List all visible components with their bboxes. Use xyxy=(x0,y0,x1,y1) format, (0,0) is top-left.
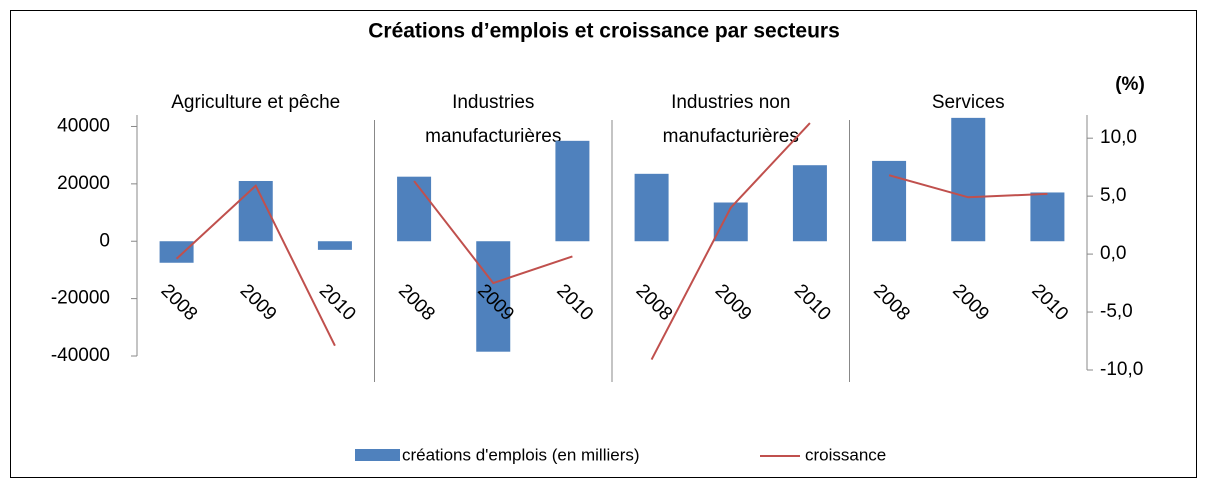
bar xyxy=(634,173,669,242)
bar xyxy=(397,176,432,242)
y2-tick-label: 0,0 xyxy=(1100,243,1126,264)
legend-swatch-bars xyxy=(355,449,400,461)
bar xyxy=(238,180,273,242)
growth-line xyxy=(650,122,811,361)
y-tick-label: -40000 xyxy=(51,345,110,366)
bar xyxy=(317,241,352,250)
group-label: manufacturières xyxy=(663,126,799,147)
chart-title: Créations d’emplois et croissance par se… xyxy=(368,20,840,43)
y2-tick-label: 5,0 xyxy=(1100,185,1126,206)
bar xyxy=(159,241,194,263)
y2-tick-label: 10,0 xyxy=(1100,127,1137,148)
y-tick-label: 40000 xyxy=(57,115,110,136)
group-label: Industries non xyxy=(671,92,790,113)
legend-label: croissance xyxy=(805,445,886,464)
bar xyxy=(555,140,590,242)
growth-line xyxy=(413,180,573,285)
chart-border xyxy=(10,10,1197,478)
y2-tick-label: -5,0 xyxy=(1100,301,1133,322)
y-tick-label: 20000 xyxy=(57,173,110,194)
growth-line xyxy=(888,174,1048,199)
growth-line xyxy=(175,184,336,347)
bar xyxy=(951,117,986,242)
group-label: Services xyxy=(932,92,1005,113)
bar xyxy=(872,160,907,242)
y-tick-label: -20000 xyxy=(51,288,110,309)
group-label: Agriculture et pêche xyxy=(171,92,340,113)
y2-axis-label: (%) xyxy=(1115,74,1145,95)
legend-label: créations d'emplois (en milliers) xyxy=(402,445,640,464)
y2-tick-label: -10,0 xyxy=(1100,359,1143,380)
group-label: Industries xyxy=(452,92,534,113)
group-label: manufacturières xyxy=(425,126,561,147)
bar xyxy=(476,241,511,352)
y-tick-label: 0 xyxy=(99,230,110,251)
bar xyxy=(1030,192,1065,242)
bar xyxy=(792,165,827,242)
